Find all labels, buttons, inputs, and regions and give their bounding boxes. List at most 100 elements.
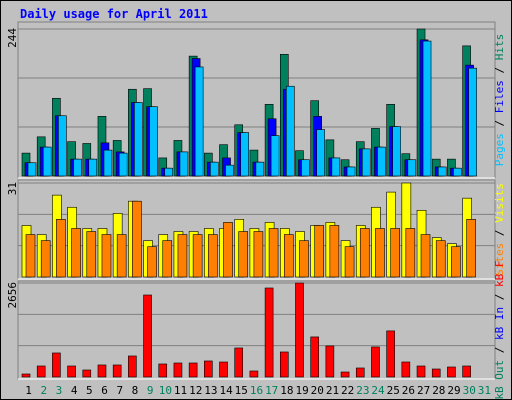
bar	[118, 152, 128, 177]
bar	[371, 346, 380, 378]
bar	[392, 126, 401, 177]
bar	[283, 234, 294, 278]
legend-entry: kB In	[493, 307, 506, 340]
bar	[238, 231, 249, 278]
bar	[422, 40, 432, 177]
panel	[17, 280, 496, 380]
bar	[466, 219, 476, 278]
bar	[264, 287, 274, 378]
bar	[325, 345, 335, 378]
bar	[36, 365, 46, 378]
x-tick-label: 23	[356, 384, 369, 397]
bar	[27, 162, 37, 177]
bar	[377, 146, 386, 177]
bar	[116, 234, 127, 278]
y-tick-label: 31	[6, 182, 19, 195]
bar	[188, 362, 198, 378]
x-tick-label: 9	[147, 384, 154, 397]
bar	[340, 371, 350, 378]
bar	[204, 360, 213, 378]
bar	[375, 228, 385, 278]
bar	[268, 228, 279, 278]
bar	[21, 373, 31, 378]
bar	[42, 146, 52, 177]
bar	[437, 166, 447, 177]
bar	[164, 167, 174, 177]
bar	[359, 228, 370, 278]
legend-separator: /	[493, 340, 506, 360]
bar	[405, 228, 416, 278]
bar	[192, 234, 203, 278]
x-tick-label: 13	[204, 384, 217, 397]
x-tick-label: 12	[189, 384, 202, 397]
legend: Sites / Visits	[493, 183, 506, 276]
legend-entry: Pages	[493, 133, 506, 166]
bar	[361, 148, 371, 177]
x-tick-label: 29	[447, 384, 460, 397]
bar	[158, 363, 168, 378]
legend-entry: kB Out	[493, 360, 506, 400]
x-tick-label: 22	[341, 384, 354, 397]
bar	[329, 225, 340, 278]
legend-separator: /	[493, 223, 506, 243]
bar	[462, 365, 471, 378]
x-tick-label: 31	[478, 384, 491, 397]
bar	[435, 240, 446, 278]
bar	[25, 234, 36, 278]
bar	[299, 240, 309, 278]
legend-separator: /	[493, 60, 506, 80]
bar	[173, 362, 183, 378]
bar	[101, 234, 112, 278]
legend-entry: Sites	[493, 243, 506, 276]
x-tick-label: 25	[387, 384, 400, 397]
x-tick-label: 20	[311, 384, 324, 397]
bar	[71, 228, 81, 278]
bar	[316, 129, 325, 177]
x-tick-label: 1	[25, 384, 32, 397]
bar	[56, 219, 66, 278]
bar	[132, 200, 142, 278]
bar	[179, 151, 189, 177]
legend-entry: Hits	[493, 34, 506, 61]
x-tick-label: 16	[250, 384, 263, 397]
x-tick-label: 27	[417, 384, 430, 397]
bar	[112, 364, 122, 378]
legend: Pages / Files / Hits	[493, 34, 506, 167]
bar	[52, 352, 61, 378]
bar	[128, 355, 137, 378]
bar	[295, 282, 304, 378]
x-tick-label: 21	[326, 384, 339, 397]
legend-entry: kB F	[493, 260, 506, 287]
bar	[210, 161, 219, 177]
bar	[103, 149, 113, 177]
bar	[162, 240, 173, 278]
legend-entry: Files	[493, 80, 506, 113]
bar	[134, 102, 143, 177]
y-tick-label: 2656	[6, 282, 19, 309]
bar	[149, 106, 158, 177]
x-tick-label: 30	[463, 384, 476, 397]
bar	[255, 161, 265, 177]
bar	[386, 330, 395, 378]
x-tick-label: 14	[219, 384, 233, 397]
bar	[390, 228, 400, 278]
bar	[97, 364, 107, 378]
bar	[253, 231, 264, 278]
legend-entry: Visits	[493, 183, 506, 223]
bar	[40, 240, 51, 278]
bar	[225, 164, 234, 177]
bar	[223, 222, 233, 278]
chart-title: Daily usage for April 2011	[20, 7, 208, 21]
x-tick-label: 8	[132, 384, 139, 397]
bar	[344, 246, 355, 278]
y-tick-label: 244	[6, 28, 19, 48]
bar	[453, 167, 462, 177]
bar	[331, 157, 341, 177]
x-tick-label: 24	[371, 384, 385, 397]
bar	[240, 132, 250, 177]
legend-separator: /	[493, 287, 506, 307]
bar	[285, 85, 295, 177]
bar	[270, 135, 280, 177]
bar	[177, 234, 188, 278]
x-tick-label: 6	[101, 384, 108, 397]
